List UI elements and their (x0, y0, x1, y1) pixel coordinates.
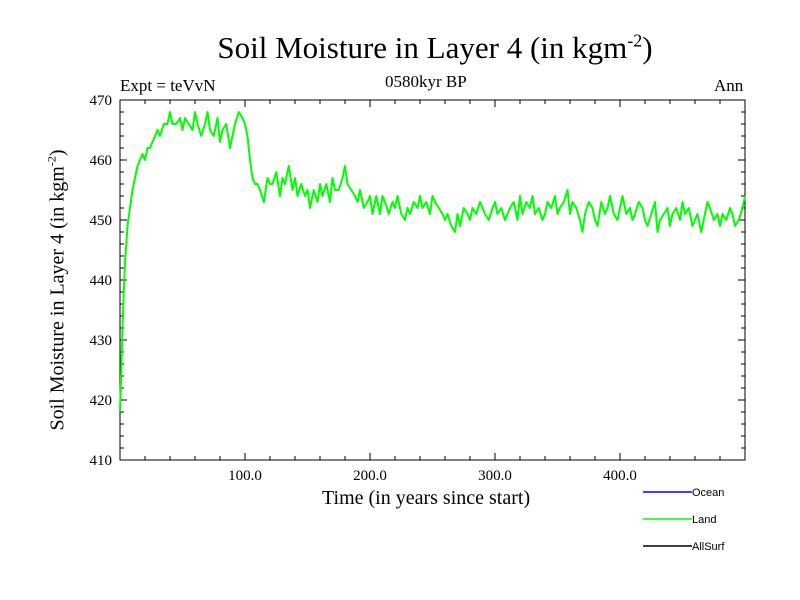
legend-label-ocean: Ocean (692, 487, 724, 499)
legend-label-land: Land (692, 514, 716, 526)
x-tick-label: 400.0 (603, 468, 637, 484)
x-tick-label: 300.0 (478, 468, 512, 484)
series-line-land (119, 111, 746, 413)
y-tick-label: 440 (90, 273, 113, 289)
y-tick-label: 460 (90, 153, 113, 169)
y-tick-label: 450 (90, 213, 113, 229)
legend-label-allsurf: AllSurf (692, 541, 725, 553)
chart-title: Soil Moisture in Layer 4 (in kgm-2) (217, 30, 653, 65)
x-tick-label: 100.0 (228, 468, 262, 484)
x-axis-label: Time (in years since start) (322, 487, 531, 509)
y-tick-label: 410 (90, 453, 113, 469)
y-tick-label: 470 (90, 93, 113, 109)
x-tick-label: 200.0 (353, 468, 387, 484)
plot-frame (119, 99, 746, 461)
season-label: Ann (714, 76, 744, 95)
period-label: 0580kyr BP (385, 72, 467, 91)
y-tick-label: 420 (90, 393, 113, 409)
y-tick-label: 430 (90, 333, 113, 349)
experiment-label: Expt = teVvN (120, 76, 216, 95)
